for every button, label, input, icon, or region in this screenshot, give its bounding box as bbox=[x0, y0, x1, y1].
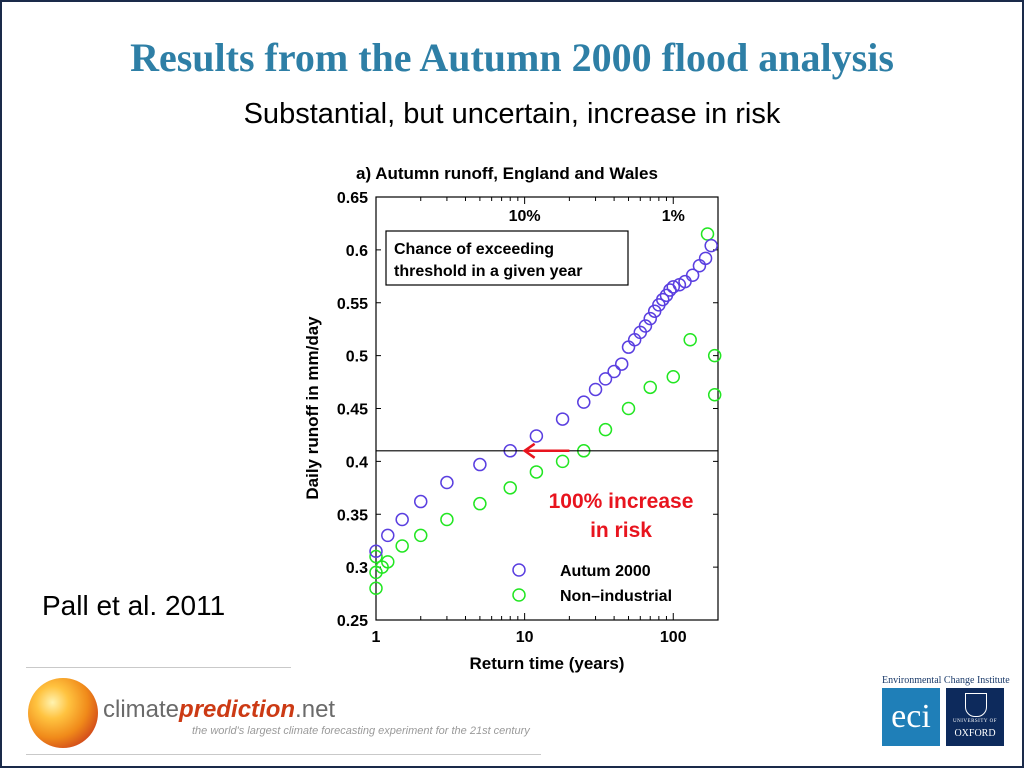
y-tick-label: 0.6 bbox=[346, 243, 368, 260]
y-axis-label: Daily runoff in mm/day bbox=[303, 316, 322, 500]
data-point bbox=[473, 496, 487, 511]
globe-logo-icon bbox=[28, 678, 98, 748]
data-point bbox=[369, 549, 383, 564]
legend-marker-autum-2000 bbox=[512, 563, 526, 577]
data-point bbox=[614, 357, 629, 371]
info-box-line-1: Chance of exceeding bbox=[394, 241, 554, 258]
data-point bbox=[555, 454, 570, 469]
top-label: 10% bbox=[509, 208, 541, 225]
y-tick-label: 0.35 bbox=[337, 507, 368, 524]
eci-logo[interactable]: eci bbox=[882, 688, 940, 746]
data-point bbox=[381, 528, 395, 543]
data-point bbox=[621, 401, 636, 416]
data-point bbox=[698, 251, 713, 266]
data-point bbox=[395, 539, 409, 553]
info-box-line-2: threshold in a given year bbox=[394, 263, 583, 280]
data-point bbox=[369, 581, 383, 596]
data-point bbox=[440, 475, 454, 490]
oxford-logo[interactable]: UNIVERSITY OF OXFORD bbox=[946, 688, 1004, 746]
data-point bbox=[503, 481, 517, 495]
top-label: 1% bbox=[662, 208, 685, 225]
data-point bbox=[638, 319, 653, 333]
info-box: Chance of exceeding threshold in a given… bbox=[385, 230, 629, 286]
data-point bbox=[369, 544, 383, 559]
footer-rule-bottom bbox=[26, 754, 541, 755]
data-point bbox=[598, 372, 613, 386]
data-point bbox=[413, 494, 428, 509]
slide-subtitle: Substantial, but uncertain, increase in … bbox=[243, 98, 781, 130]
x-tick-label: 10 bbox=[516, 629, 534, 646]
data-point bbox=[381, 555, 395, 569]
x-tick-label: 1 bbox=[372, 629, 381, 646]
data-point bbox=[656, 292, 670, 307]
oxford-small-text: UNIVERSITY OF bbox=[953, 719, 997, 724]
data-point bbox=[598, 422, 613, 437]
data-point bbox=[395, 512, 409, 527]
data-point bbox=[529, 465, 544, 479]
data-point bbox=[607, 364, 621, 379]
citation: Pall et al. 2011 bbox=[42, 590, 226, 621]
legend-label-non-industrial: Non–industrial bbox=[560, 588, 672, 605]
data-point bbox=[621, 340, 636, 354]
slide-title: Results from the Autumn 2000 flood analy… bbox=[130, 35, 894, 80]
y-tick-label: 0.25 bbox=[337, 613, 368, 630]
legend-marker-non-industrial bbox=[512, 588, 526, 602]
chart-title: a) Autumn runoff, England and Wales bbox=[356, 164, 658, 183]
data-point bbox=[707, 348, 722, 363]
data-point bbox=[707, 388, 722, 402]
footer-rule-top bbox=[26, 667, 291, 668]
y-tick-label: 0.3 bbox=[346, 560, 368, 577]
y-tick-label: 0.65 bbox=[337, 190, 368, 207]
logo-suffix: .net bbox=[295, 696, 336, 723]
y-tick-label: 0.55 bbox=[337, 296, 368, 313]
data-point bbox=[529, 429, 544, 443]
oxford-crest-icon bbox=[965, 693, 987, 717]
data-point bbox=[413, 528, 428, 543]
annotation-text: in risk bbox=[590, 519, 652, 542]
y-tick-label: 0.4 bbox=[346, 454, 368, 471]
data-point bbox=[666, 280, 681, 294]
oxford-big-text: OXFORD bbox=[954, 728, 996, 739]
logo-emph: prediction bbox=[179, 696, 296, 723]
annotation-arrow-head bbox=[522, 442, 536, 459]
data-point bbox=[473, 457, 487, 472]
data-point bbox=[692, 258, 707, 273]
data-point bbox=[643, 311, 657, 326]
data-point bbox=[685, 268, 700, 283]
x-axis-label: Return time (years) bbox=[470, 654, 625, 673]
y-tick-label: 0.45 bbox=[337, 402, 368, 419]
data-point bbox=[555, 412, 570, 426]
annotation-text: 100% increase bbox=[549, 490, 694, 513]
data-point bbox=[704, 238, 718, 253]
data-point bbox=[643, 380, 657, 395]
legend-label-autum-2000: Autum 2000 bbox=[560, 563, 651, 580]
data-point bbox=[440, 512, 454, 527]
logo-tagline: the world's largest climate forecasting … bbox=[192, 725, 530, 737]
data-point bbox=[700, 227, 715, 241]
data-point bbox=[588, 382, 603, 397]
y-tick-label: 0.5 bbox=[346, 349, 368, 366]
runoff-chart: a) Autumn runoff, England and Wales 0.25… bbox=[303, 164, 722, 673]
climateprediction-logo[interactable]: climateprediction.net bbox=[103, 696, 335, 724]
data-point bbox=[577, 395, 591, 409]
legend: Autum 2000 Non–industrial bbox=[512, 563, 672, 605]
eci-header: Environmental Change Institute bbox=[882, 675, 1010, 686]
data-point bbox=[666, 370, 681, 384]
logo-prefix: climate bbox=[103, 696, 180, 723]
data-point bbox=[683, 333, 697, 347]
x-tick-label: 100 bbox=[660, 629, 687, 646]
